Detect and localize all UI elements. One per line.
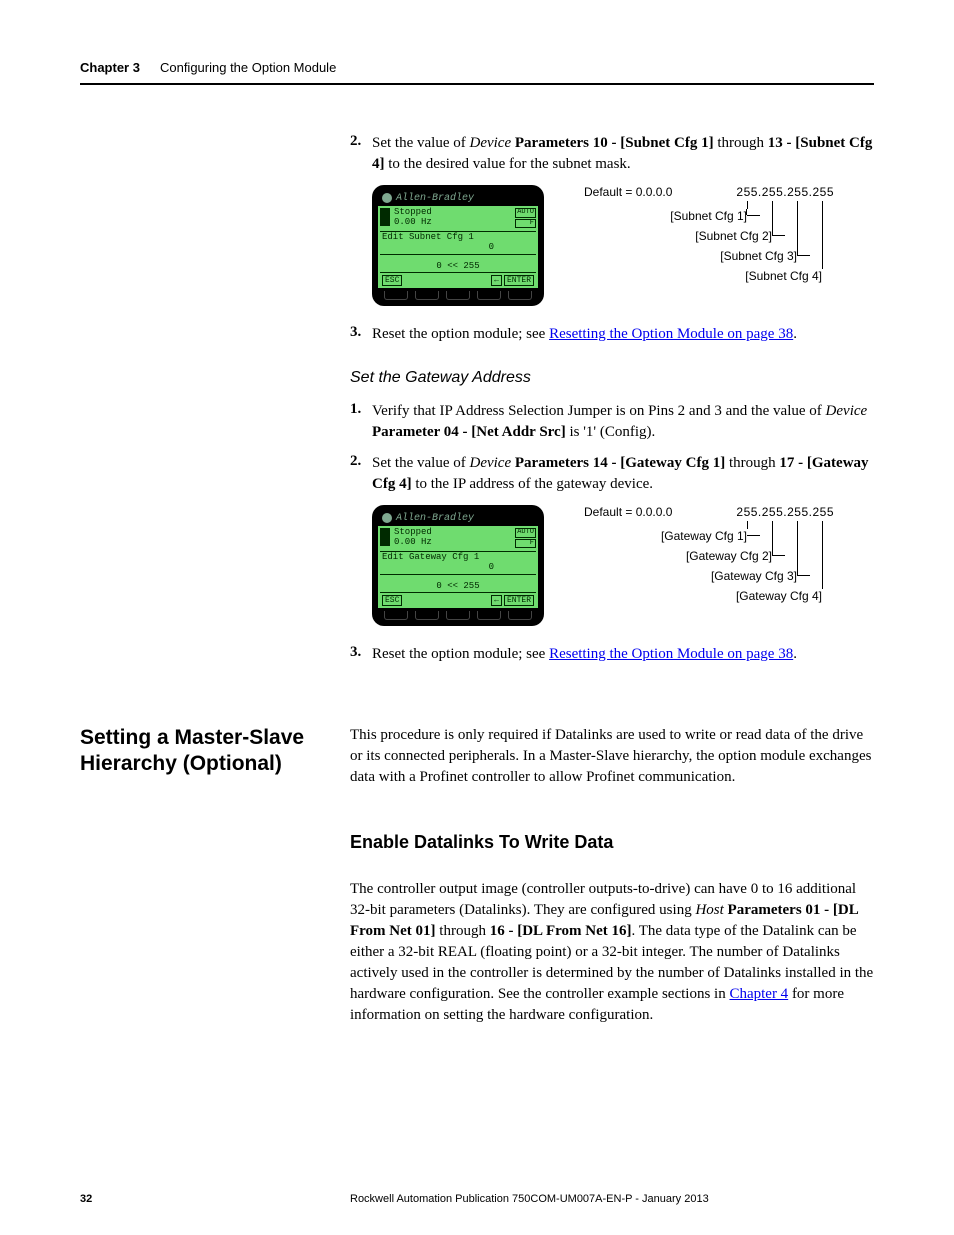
gateway-cfg-diagram: Default = 0.0.0.0 255.255.255.255 [Gatew…: [584, 505, 834, 615]
back-arrow-icon: ←: [491, 275, 502, 286]
him-brand: Allen-Bradley: [378, 191, 538, 206]
enter-button: ENTER: [504, 595, 534, 606]
chapter-title: Configuring the Option Module: [160, 60, 336, 75]
chapter-label: Chapter 3: [80, 60, 140, 75]
figure-subnet: Allen-Bradley Stopped 0.00 Hz AUTO F: [372, 185, 874, 306]
page-number: 32: [80, 1193, 350, 1205]
enter-button: ENTER: [504, 275, 534, 286]
page-header: Chapter 3 Configuring the Option Module: [80, 60, 874, 85]
step-2-subnet: 2. Set the value of Device Parameters 10…: [350, 133, 874, 175]
section-intro: This procedure is only required if Datal…: [350, 725, 874, 788]
gateway-step-2: 2. Set the value of Device Parameters 14…: [350, 453, 874, 495]
gateway-step-1: 1. Verify that IP Address Selection Jump…: [350, 401, 874, 443]
page-footer: 32 Rockwell Automation Publication 750CO…: [80, 1193, 874, 1205]
back-arrow-icon: ←: [491, 595, 502, 606]
reset-module-link[interactable]: Resetting the Option Module on page 38: [549, 326, 793, 342]
chapter-4-link[interactable]: Chapter 4: [729, 986, 788, 1002]
datalinks-heading: Enable Datalinks To Write Data: [350, 830, 874, 855]
gateway-heading: Set the Gateway Address: [350, 369, 874, 387]
master-slave-section: Setting a Master-Slave Hierarchy (Option…: [80, 725, 874, 1026]
figure-gateway: Allen-Bradley Stopped 0.00 Hz AUTO F: [372, 505, 874, 626]
subnet-cfg-diagram: Default = 0.0.0.0 255.255.255.255 [Subne…: [584, 185, 834, 295]
esc-button: ESC: [382, 275, 402, 286]
step-3-reset: 3. Reset the option module; see Resettin…: [350, 324, 874, 345]
datalinks-paragraph: The controller output image (controller …: [350, 879, 874, 1026]
gateway-step-3: 3. Reset the option module; see Resettin…: [350, 644, 874, 665]
esc-button: ESC: [382, 595, 402, 606]
section-title: Setting a Master-Slave Hierarchy (Option…: [80, 725, 330, 778]
him-display-gateway: Allen-Bradley Stopped 0.00 Hz AUTO F: [372, 505, 544, 626]
publication-id: Rockwell Automation Publication 750COM-U…: [350, 1193, 709, 1205]
reset-module-link-2[interactable]: Resetting the Option Module on page 38: [549, 646, 793, 662]
him-display-subnet: Allen-Bradley Stopped 0.00 Hz AUTO F: [372, 185, 544, 306]
